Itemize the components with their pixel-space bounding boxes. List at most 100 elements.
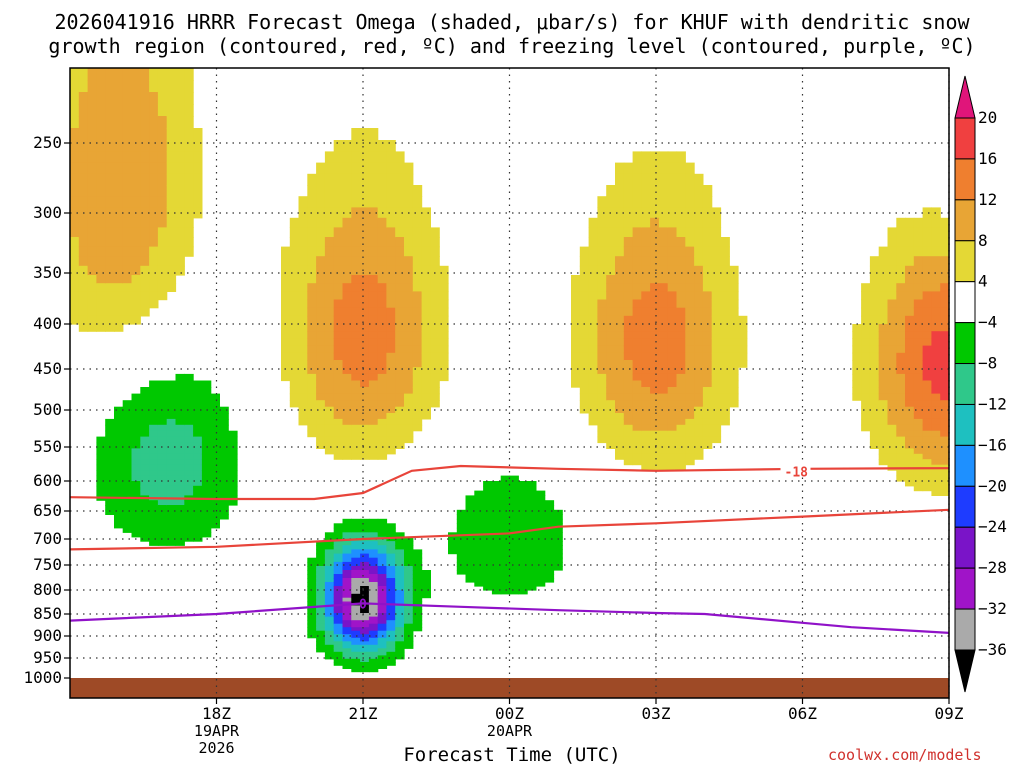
omega-cell bbox=[465, 509, 475, 515]
omega-cell bbox=[597, 196, 607, 208]
omega-cell bbox=[518, 541, 528, 546]
colorbar-bin bbox=[954, 240, 976, 283]
omega-cell bbox=[667, 256, 678, 267]
omega-cell bbox=[78, 140, 89, 152]
omega-cell bbox=[333, 593, 344, 599]
omega-cell bbox=[483, 553, 493, 559]
omega-cell bbox=[184, 116, 194, 129]
omega-cell bbox=[509, 586, 519, 591]
omega-cell bbox=[184, 128, 194, 141]
omega-cell bbox=[641, 406, 651, 414]
omega-cell bbox=[404, 549, 414, 555]
omega-cell bbox=[114, 68, 124, 81]
colorbar-bin bbox=[954, 403, 976, 446]
omega-cell bbox=[96, 291, 106, 301]
omega-cell bbox=[386, 291, 396, 301]
omega-cell bbox=[412, 413, 423, 420]
omega-cell bbox=[993, 300, 1002, 309]
omega-cell bbox=[360, 338, 370, 347]
omega-cell bbox=[342, 442, 352, 449]
omega-cell bbox=[913, 442, 924, 449]
omega-cell bbox=[324, 413, 335, 420]
omega-cell bbox=[623, 380, 634, 388]
omega-cell bbox=[597, 275, 607, 284]
omega-cell bbox=[377, 637, 388, 642]
omega-cell bbox=[333, 578, 344, 583]
omega-cell bbox=[412, 601, 423, 606]
omega-cell bbox=[140, 393, 150, 401]
omega-cell bbox=[175, 151, 185, 164]
omega-cell bbox=[342, 448, 352, 455]
omega-cell bbox=[377, 430, 388, 438]
omega-cell bbox=[368, 662, 379, 666]
omega-cell bbox=[412, 593, 423, 599]
omega-cell bbox=[175, 464, 185, 471]
omega-cell bbox=[579, 373, 590, 382]
omega-cell bbox=[360, 430, 370, 438]
omega-cell bbox=[474, 500, 484, 506]
omega-cell bbox=[87, 151, 97, 164]
omega-cell bbox=[324, 630, 335, 635]
omega-cell bbox=[606, 291, 616, 301]
omega-cell bbox=[307, 609, 317, 614]
omega-cell bbox=[412, 373, 423, 382]
omega-cell bbox=[386, 658, 396, 663]
omega-cell bbox=[307, 430, 317, 438]
omega-cell bbox=[333, 345, 344, 354]
omega-cell bbox=[579, 360, 590, 368]
omega-cell bbox=[157, 173, 168, 186]
omega-cell bbox=[149, 453, 159, 460]
omega-cell bbox=[377, 265, 388, 276]
omega-cell bbox=[298, 352, 308, 361]
omega-cell bbox=[281, 283, 291, 292]
omega-cell bbox=[298, 283, 308, 292]
omega-cell bbox=[412, 561, 423, 567]
omega-cell bbox=[500, 561, 511, 567]
omega-cell bbox=[711, 299, 722, 309]
omega-cell bbox=[676, 173, 686, 186]
colorbar-label: −36 bbox=[978, 640, 1007, 659]
omega-cell bbox=[377, 246, 388, 257]
omega-cell bbox=[896, 338, 906, 347]
omega-cell bbox=[395, 324, 405, 332]
omega-cell bbox=[386, 436, 396, 444]
omega-cell bbox=[588, 331, 598, 339]
omega-cell bbox=[483, 557, 493, 563]
omega-cell bbox=[193, 400, 203, 408]
omega-cell bbox=[395, 637, 405, 642]
omega-cell bbox=[702, 315, 713, 325]
omega-cell bbox=[351, 541, 361, 546]
omega-cell bbox=[149, 470, 159, 477]
omega-cell bbox=[210, 393, 220, 401]
omega-cell bbox=[368, 413, 379, 420]
omega-cell bbox=[324, 196, 335, 208]
omega-cell bbox=[105, 459, 115, 466]
omega-cell bbox=[395, 532, 405, 538]
omega-cell bbox=[114, 283, 124, 292]
omega-cell bbox=[377, 331, 388, 339]
omega-cell bbox=[70, 275, 80, 284]
omega-cell bbox=[579, 338, 590, 347]
omega-cell bbox=[360, 373, 370, 382]
omega-cell bbox=[544, 561, 555, 567]
omega-cell bbox=[975, 470, 984, 476]
omega-cell bbox=[342, 140, 352, 152]
omega-cell bbox=[351, 424, 361, 432]
omega-cell bbox=[157, 380, 168, 388]
omega-cell bbox=[711, 360, 722, 368]
omega-cell bbox=[368, 307, 379, 317]
omega-cell bbox=[922, 324, 932, 332]
omega-cell bbox=[351, 324, 361, 332]
omega-cell bbox=[316, 367, 326, 375]
omega-cell bbox=[333, 360, 344, 368]
omega-cell bbox=[527, 495, 537, 501]
omega-cell bbox=[641, 217, 651, 228]
omega-cell bbox=[940, 442, 949, 449]
omega-cell bbox=[368, 553, 379, 559]
omega-cell bbox=[632, 173, 642, 186]
omega-cell bbox=[685, 324, 695, 332]
omega-cell bbox=[931, 299, 941, 309]
omega-cell bbox=[878, 283, 889, 292]
omega-cell bbox=[149, 299, 159, 309]
omega-cell bbox=[887, 291, 897, 301]
